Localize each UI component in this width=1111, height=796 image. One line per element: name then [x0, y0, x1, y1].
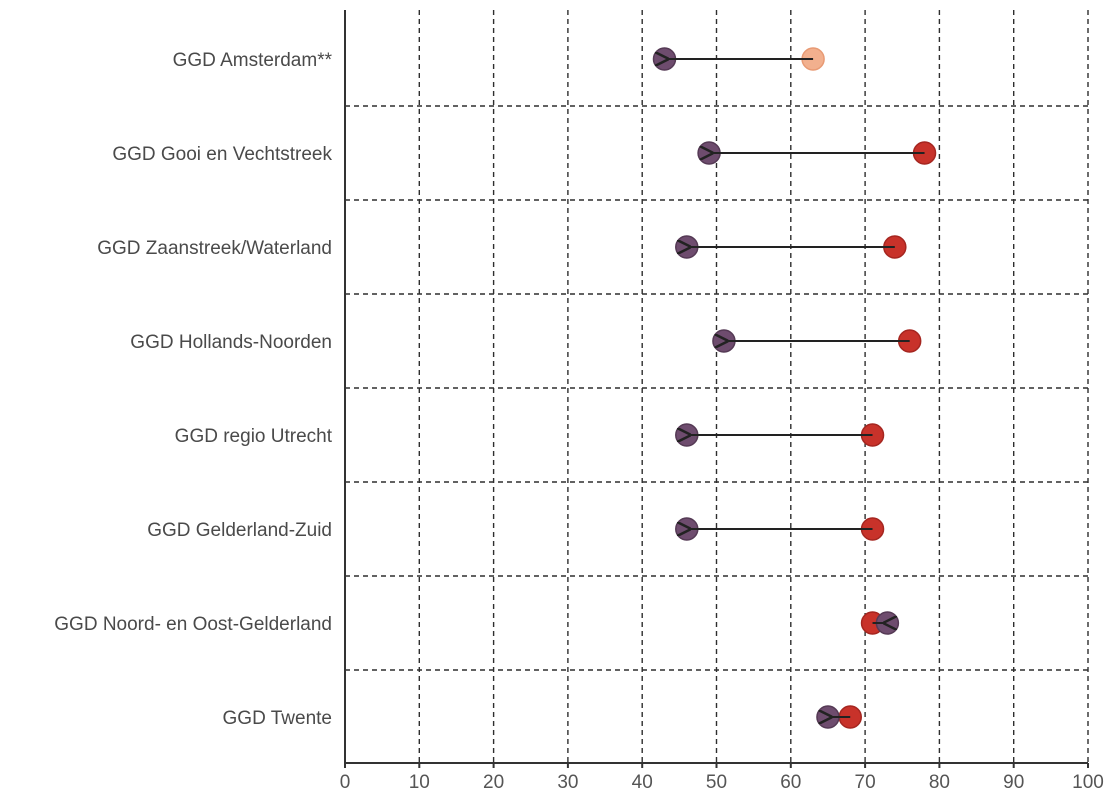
x-tick-label: 40 — [632, 772, 653, 791]
data-marks — [652, 47, 937, 729]
category-label: GGD Gelderland-Zuid — [147, 520, 332, 541]
category-label: GGD Hollands-Noorden — [130, 332, 332, 353]
x-tick-label: 80 — [929, 772, 950, 791]
category-label: GGD Amsterdam** — [173, 50, 333, 71]
x-tick-label: 90 — [1003, 772, 1024, 791]
category-label: GGD regio Utrecht — [175, 426, 333, 447]
dumbbell-row — [816, 705, 862, 729]
dumbbell-row — [652, 47, 825, 71]
dumbbell-row — [675, 423, 885, 447]
x-tick-label: 10 — [409, 772, 430, 791]
category-label: GGD Zaanstreek/Waterland — [97, 238, 332, 259]
axis-layer: 0 10 20 30 40 50 60 70 80 90 100 — [340, 10, 1104, 793]
x-tick-label: 100 — [1072, 772, 1104, 791]
grid-layer — [345, 10, 1089, 763]
dumbbell-row — [675, 517, 885, 541]
x-tick-label: 0 — [340, 772, 351, 791]
category-label: GGD Twente — [223, 708, 332, 729]
x-tick-label: 20 — [483, 772, 504, 791]
dumbbell-row — [712, 329, 922, 353]
x-tick-label: 60 — [780, 772, 801, 791]
category-label: GGD Gooi en Vechtstreek — [112, 144, 332, 165]
x-tick-label: 50 — [706, 772, 727, 791]
category-labels: GGD Amsterdam** GGD Gooi en Vechtstreek GG… — [54, 50, 332, 729]
x-tick-label: 30 — [557, 772, 578, 791]
dumbbell-row — [860, 611, 900, 635]
dumbbell-row — [697, 141, 937, 165]
dumbbell-row — [675, 235, 907, 259]
x-tick-label: 70 — [855, 772, 876, 791]
category-label: GGD Noord- en Oost-Gelderland — [54, 614, 332, 635]
